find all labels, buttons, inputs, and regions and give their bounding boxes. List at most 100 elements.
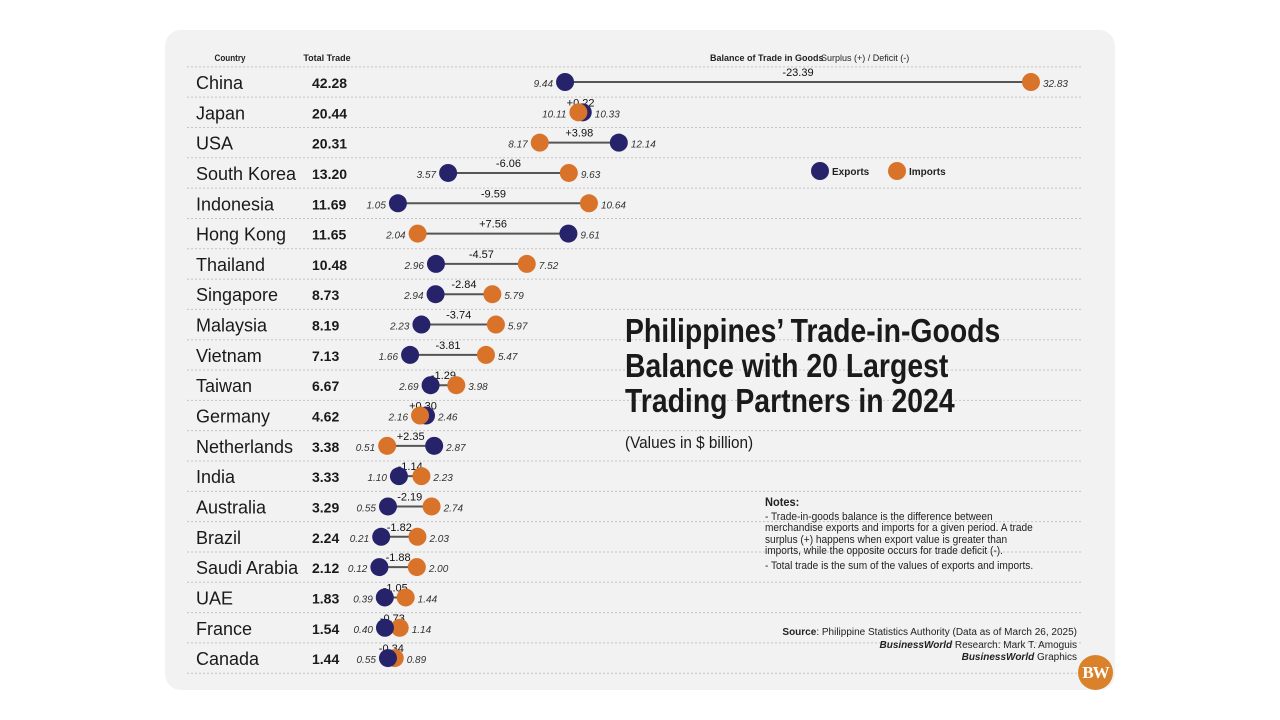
country-label: Hong Kong: [196, 225, 286, 245]
total-trade-value: 3.38: [312, 439, 339, 455]
exports-dot: [426, 254, 445, 273]
total-trade-value: 7.13: [312, 348, 339, 364]
imports-value-label: 2.04: [385, 231, 406, 242]
total-trade-value: 11.65: [312, 227, 346, 243]
imports-value-label: 2.03: [428, 534, 449, 545]
balance-label: -4.57: [469, 249, 494, 261]
exports-value-label: 1.66: [379, 352, 399, 363]
total-trade-value: 8.73: [312, 287, 339, 303]
credits: Source: Philippine Statistics Authority …: [782, 627, 1077, 665]
source-label: Source: [782, 627, 817, 638]
total-trade-value: 20.31: [312, 136, 347, 152]
imports-dot: [1021, 73, 1040, 91]
total-trade-value: 2.24: [312, 530, 339, 546]
imports-value-label: 9.63: [581, 170, 601, 181]
exports-value-label: 0.12: [348, 564, 368, 575]
businessworld-logo: BW: [1078, 655, 1113, 690]
exports-value-label: 0.39: [353, 594, 373, 605]
notes-heading: Notes:: [765, 495, 800, 509]
imports-value-label: 0.89: [407, 655, 427, 666]
notes: Notes: - Trade-in-goods balance is the d…: [765, 495, 1041, 575]
imports-value-label: 10.64: [601, 200, 626, 211]
imports-dot: [396, 588, 415, 607]
imports-value-label: 10.11: [542, 109, 566, 120]
exports-dot: [370, 558, 389, 577]
exports-value-label: 12.14: [631, 140, 656, 151]
exports-dot: [609, 133, 628, 152]
balance-label: -2.84: [451, 279, 476, 291]
country-label: Indonesia: [196, 194, 275, 214]
legend-imports-label: Imports: [909, 167, 946, 178]
exports-value-label: 2.23: [389, 322, 410, 333]
chart-subtitle: (Values in $ billion): [625, 433, 754, 452]
exports-value-label: 1.10: [367, 473, 387, 484]
imports-value-label: 8.17: [508, 140, 528, 151]
total-trade-value: 1.54: [312, 621, 339, 637]
header-balance: Balance of Trade in Goods: [710, 53, 824, 63]
imports-dot: [408, 224, 427, 243]
exports-dot: [401, 345, 420, 364]
imports-dot: [517, 254, 536, 273]
imports-value-label: 32.83: [1043, 79, 1068, 90]
imports-dot: [411, 406, 430, 425]
imports-dot: [483, 285, 502, 304]
country-label: USA: [196, 134, 233, 154]
country-label: Malaysia: [196, 316, 268, 336]
imports-dot: [412, 467, 431, 486]
country-label: France: [196, 619, 252, 639]
country-label: Germany: [196, 407, 270, 427]
exports-dot: [375, 618, 394, 637]
chart-title: Philippines’ Trade-in-Goods Balance with…: [625, 313, 1000, 418]
total-trade-value: 3.33: [312, 469, 339, 485]
imports-dot: [447, 376, 466, 395]
balance-label: -3.81: [435, 340, 460, 352]
exports-dot: [412, 315, 431, 334]
exports-value-label: 9.61: [580, 231, 599, 242]
imports-value-label: 3.98: [468, 382, 488, 393]
exports-dot: [439, 163, 458, 182]
total-trade-value: 20.44: [312, 105, 347, 121]
exports-value-label: 0.55: [356, 503, 376, 514]
legend-imports-dot: [888, 162, 906, 180]
exports-dot: [389, 467, 408, 486]
exports-dot: [388, 194, 407, 213]
imports-value-label: 7.52: [539, 261, 559, 272]
title-line-3: Trading Partners in 2024: [625, 382, 955, 419]
exports-value-label: 2.87: [445, 443, 466, 454]
total-trade-value: 42.28: [312, 75, 347, 91]
total-trade-value: 6.67: [312, 378, 339, 394]
imports-value-label: 2.23: [432, 473, 453, 484]
legend-exports-label: Exports: [832, 167, 870, 178]
imports-dot: [569, 103, 588, 122]
imports-dot: [378, 436, 397, 455]
total-trade-value: 10.48: [312, 257, 347, 273]
country-label: Brazil: [196, 528, 241, 548]
imports-value-label: 0.51: [356, 443, 375, 454]
exports-value-label: 2.94: [403, 291, 424, 302]
balance-label: +2.35: [397, 431, 425, 443]
exports-value-label: 0.21: [350, 534, 369, 545]
imports-value-label: 1.44: [418, 594, 438, 605]
exports-dot: [378, 497, 397, 516]
research-brand: BusinessWorld: [879, 639, 953, 651]
imports-value-label: 5.97: [508, 322, 528, 333]
country-label: Australia: [196, 497, 267, 517]
imports-dot: [579, 194, 598, 213]
exports-dot: [378, 649, 397, 668]
imports-value-label: 2.16: [388, 413, 409, 424]
exports-dot: [556, 73, 575, 91]
graphics-brand: BusinessWorld: [961, 652, 1035, 663]
country-label: Vietnam: [196, 346, 262, 366]
country-label: UAE: [196, 588, 233, 608]
total-trade-value: 13.20: [312, 166, 347, 182]
exports-dot: [421, 376, 440, 395]
imports-value-label: 1.14: [412, 625, 432, 636]
balance-label: -3.74: [446, 310, 471, 322]
title-line-1: Philippines’ Trade-in-Goods: [625, 312, 1001, 349]
imports-dot: [486, 315, 505, 334]
exports-value-label: 0.40: [353, 625, 373, 636]
imports-dot: [476, 345, 495, 364]
country-label: India: [196, 467, 236, 487]
country-label: China: [196, 73, 244, 93]
